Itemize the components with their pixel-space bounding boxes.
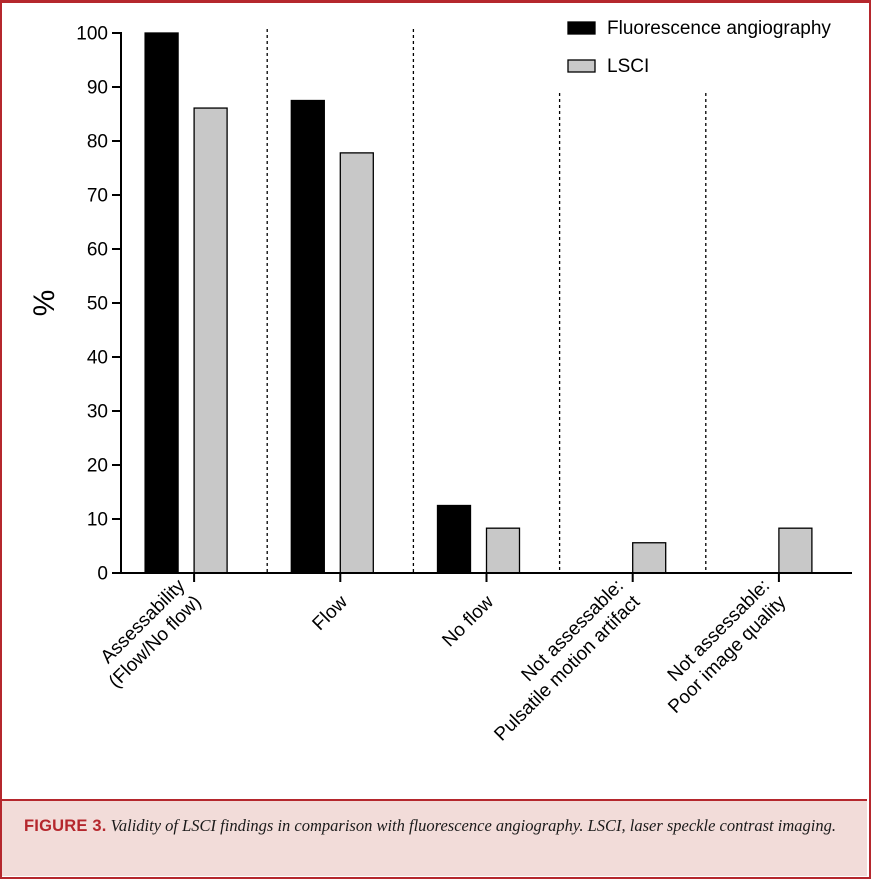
x-tick-label: Pulsatile motion artifact	[490, 591, 644, 745]
bar-lsci	[339, 152, 374, 574]
x-tick-label: Flow	[309, 591, 352, 634]
legend-label: LSCI	[607, 56, 649, 77]
y-tick-label: 90	[87, 78, 108, 99]
y-tick-label: 20	[87, 456, 108, 477]
y-axis-label: %	[28, 290, 61, 317]
figure-caption: FIGURE 3. Validity of LSCI findings in c…	[2, 799, 867, 876]
y-tick-label: 80	[87, 132, 108, 153]
bar-fluorescence	[436, 504, 472, 574]
legend-swatch-fluorescence	[567, 21, 596, 35]
legend-swatch-lsci	[567, 59, 596, 73]
caption-label: FIGURE 3.	[24, 817, 107, 835]
y-tick-label: 10	[87, 510, 108, 531]
x-tick-label: No flow	[438, 591, 498, 651]
y-tick-label: 70	[87, 186, 108, 207]
y-tick-label: 0	[97, 564, 108, 585]
bar-fluorescence	[144, 32, 179, 574]
y-tick-label: 40	[87, 348, 108, 369]
caption-text: Validity of LSCI findings in comparison …	[110, 816, 836, 835]
bar-fluorescence	[290, 99, 325, 574]
bar-lsci	[193, 107, 228, 574]
bar-lsci	[632, 542, 667, 574]
y-tick-label: 100	[76, 24, 108, 45]
y-tick-label: 50	[87, 294, 108, 315]
legend-label: Fluorescence angiography	[607, 18, 831, 39]
bar-chart: 0102030405060708090100%Assessability(Flo…	[28, 18, 852, 745]
y-tick-label: 60	[87, 240, 108, 261]
y-tick-label: 30	[87, 402, 108, 423]
bar-lsci	[485, 527, 521, 574]
bar-lsci	[778, 527, 813, 574]
